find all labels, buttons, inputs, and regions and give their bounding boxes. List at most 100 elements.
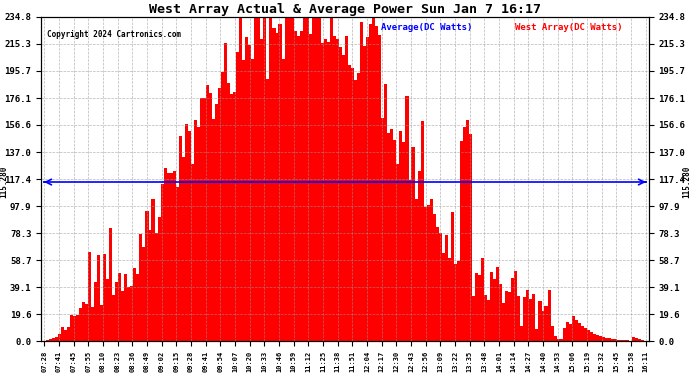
Bar xyxy=(439,233,442,341)
Bar xyxy=(620,340,623,341)
Bar xyxy=(617,340,620,341)
Bar xyxy=(224,43,227,341)
Bar xyxy=(345,36,348,341)
Bar xyxy=(469,134,472,341)
Bar xyxy=(315,0,318,341)
Bar xyxy=(148,230,152,341)
Bar xyxy=(544,306,548,341)
Bar xyxy=(424,207,426,341)
Bar xyxy=(76,315,79,341)
Bar xyxy=(179,136,181,341)
Bar xyxy=(387,133,391,341)
Bar xyxy=(496,267,499,341)
Bar xyxy=(553,336,557,341)
Bar xyxy=(46,340,49,341)
Bar xyxy=(596,335,599,341)
Bar xyxy=(176,187,179,341)
Bar xyxy=(137,274,139,341)
Bar xyxy=(593,334,596,341)
Bar xyxy=(463,127,466,341)
Bar xyxy=(357,73,360,341)
Bar xyxy=(420,122,424,341)
Bar xyxy=(194,120,197,341)
Bar xyxy=(221,72,224,341)
Bar xyxy=(575,320,578,341)
Text: 115.280: 115.280 xyxy=(0,166,8,198)
Bar xyxy=(581,326,584,341)
Bar xyxy=(499,284,502,341)
Bar xyxy=(490,272,493,341)
Bar xyxy=(128,287,130,341)
Bar xyxy=(535,329,538,341)
Bar xyxy=(415,199,417,341)
Text: 115.280: 115.280 xyxy=(682,166,690,198)
Bar xyxy=(542,312,544,341)
Bar xyxy=(586,330,590,341)
Bar xyxy=(70,315,73,341)
Bar xyxy=(55,337,58,341)
Bar xyxy=(611,339,614,341)
Bar xyxy=(88,252,91,341)
Bar xyxy=(164,168,167,341)
Bar xyxy=(551,326,553,341)
Bar xyxy=(146,211,148,341)
Bar xyxy=(67,327,70,341)
Bar xyxy=(641,340,644,341)
Bar xyxy=(200,98,203,341)
Bar xyxy=(181,157,185,341)
Bar xyxy=(58,334,61,341)
Bar xyxy=(142,247,146,341)
Bar xyxy=(91,307,94,341)
Bar xyxy=(275,33,279,341)
Bar xyxy=(408,180,411,341)
Bar xyxy=(255,0,257,341)
Bar xyxy=(560,339,562,341)
Bar xyxy=(112,295,115,341)
Bar xyxy=(121,291,124,341)
Bar xyxy=(130,286,133,341)
Bar xyxy=(303,7,306,341)
Bar xyxy=(578,323,581,341)
Bar xyxy=(260,39,264,341)
Bar xyxy=(572,316,575,341)
Bar xyxy=(64,330,67,341)
Bar xyxy=(306,18,308,341)
Bar xyxy=(218,88,221,341)
Bar xyxy=(406,96,408,341)
Bar xyxy=(330,14,333,341)
Bar xyxy=(248,45,251,341)
Bar xyxy=(417,171,421,341)
Bar xyxy=(342,54,345,341)
Bar xyxy=(206,85,209,341)
Bar xyxy=(629,340,632,341)
Bar xyxy=(509,292,511,341)
Bar xyxy=(333,36,336,341)
Bar xyxy=(562,328,566,341)
Bar xyxy=(538,301,542,341)
Bar xyxy=(73,316,76,341)
Bar xyxy=(318,12,321,341)
Bar xyxy=(203,98,206,341)
Bar xyxy=(245,37,248,341)
Bar xyxy=(487,300,490,341)
Bar xyxy=(623,340,626,341)
Bar xyxy=(133,268,137,341)
Bar xyxy=(514,271,518,341)
Bar xyxy=(445,235,448,341)
Bar xyxy=(472,296,475,341)
Bar xyxy=(529,299,533,341)
Bar xyxy=(638,339,641,341)
Bar xyxy=(97,255,100,341)
Bar xyxy=(61,327,64,341)
Bar xyxy=(155,234,157,341)
Bar xyxy=(251,59,255,341)
Bar xyxy=(94,282,97,341)
Bar xyxy=(139,234,143,341)
Bar xyxy=(351,68,354,341)
Bar xyxy=(336,39,339,341)
Bar xyxy=(366,38,369,341)
Bar xyxy=(239,0,242,341)
Bar xyxy=(433,214,435,341)
Bar xyxy=(82,302,85,341)
Bar xyxy=(430,199,433,341)
